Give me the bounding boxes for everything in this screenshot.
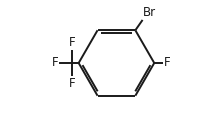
Text: Br: Br xyxy=(143,6,156,19)
Text: F: F xyxy=(68,36,75,49)
Text: F: F xyxy=(164,56,170,70)
Text: F: F xyxy=(68,77,75,90)
Text: F: F xyxy=(52,56,58,70)
